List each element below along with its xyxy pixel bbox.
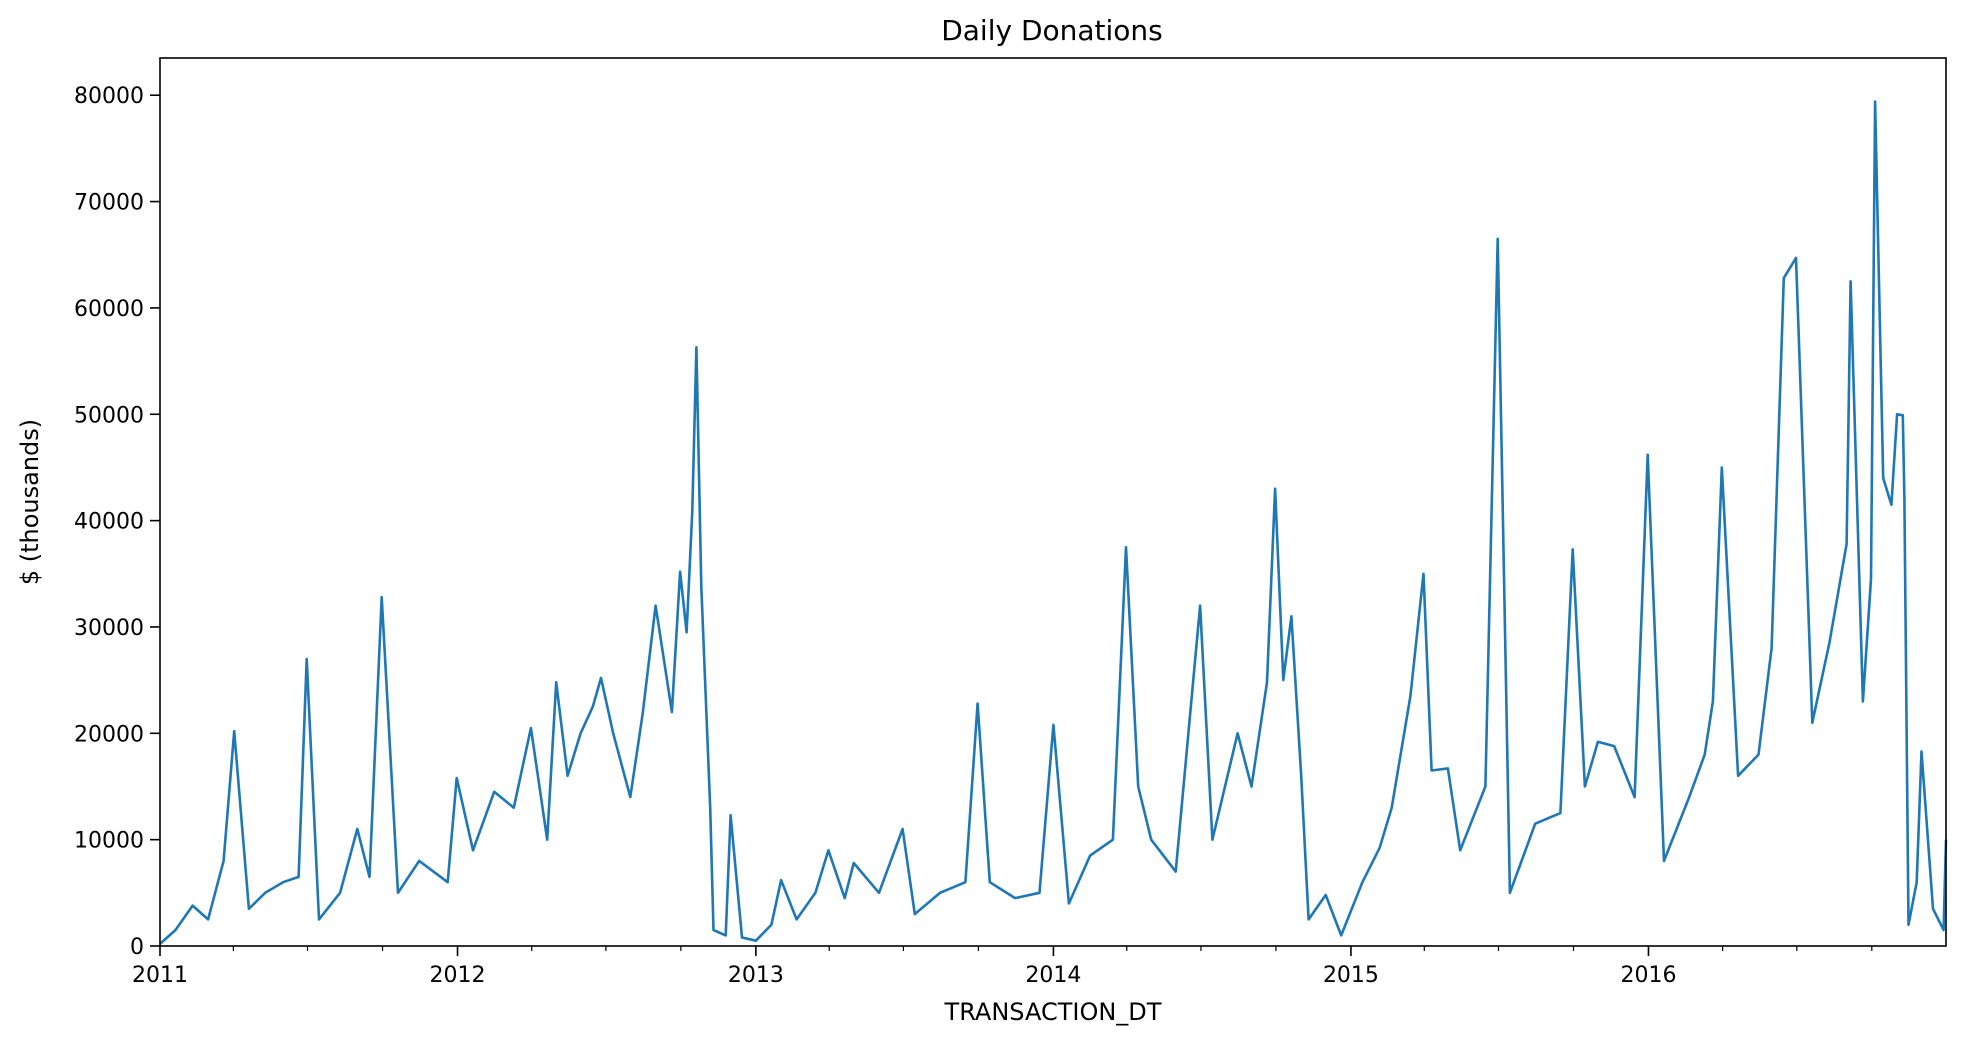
x-tick-label: 2011 <box>132 963 188 988</box>
line-layer <box>159 100 1948 945</box>
y-tick-label: 40000 <box>74 510 144 535</box>
y-tick-label: 50000 <box>74 403 144 428</box>
series-line-0 <box>159 100 1948 945</box>
y-axis-title: $ (thousands) <box>16 419 44 585</box>
y-tick-label: 0 <box>130 935 144 960</box>
y-tick-label: 70000 <box>74 191 144 216</box>
x-axis: 2011 2012 2013 2014 2015 2016 <box>132 946 1873 988</box>
y-axis: 0 10000 20000 30000 40000 50000 60000 70000 8000… <box>74 84 160 960</box>
plot-background <box>160 58 1946 946</box>
x-tick-label: 2014 <box>1025 963 1081 988</box>
x-tick-label: 2012 <box>430 963 486 988</box>
y-tick-label: 30000 <box>74 616 144 641</box>
y-tick-label: 20000 <box>74 722 144 747</box>
y-tick-label: 60000 <box>74 297 144 322</box>
y-tick-label: 80000 <box>74 84 144 109</box>
x-tick-label: 2013 <box>728 963 784 988</box>
plot-frame <box>159 57 1947 947</box>
chart-title: Daily Donations <box>941 14 1163 47</box>
x-tick-label: 2016 <box>1620 963 1676 988</box>
plot-area <box>159 58 1948 946</box>
x-tick-label: 2015 <box>1323 963 1379 988</box>
y-tick-label: 10000 <box>74 829 144 854</box>
x-axis-title: TRANSACTION_DT <box>944 998 1162 1026</box>
